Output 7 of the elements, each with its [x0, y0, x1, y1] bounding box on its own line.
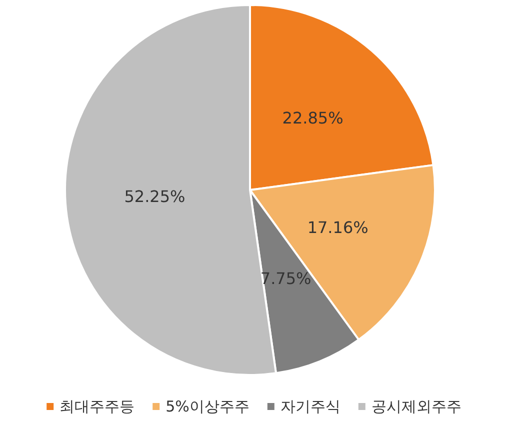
- legend-label: 최대주주등: [60, 398, 135, 416]
- data-label: 52.25%: [124, 187, 186, 206]
- data-label: 17.16%: [307, 218, 368, 238]
- legend-label: 자기주식: [280, 398, 340, 416]
- legend-label: 공시제외주주: [371, 398, 462, 416]
- legend-label: 5%이상주주: [166, 398, 250, 416]
- data-label: 22.85%: [282, 108, 344, 128]
